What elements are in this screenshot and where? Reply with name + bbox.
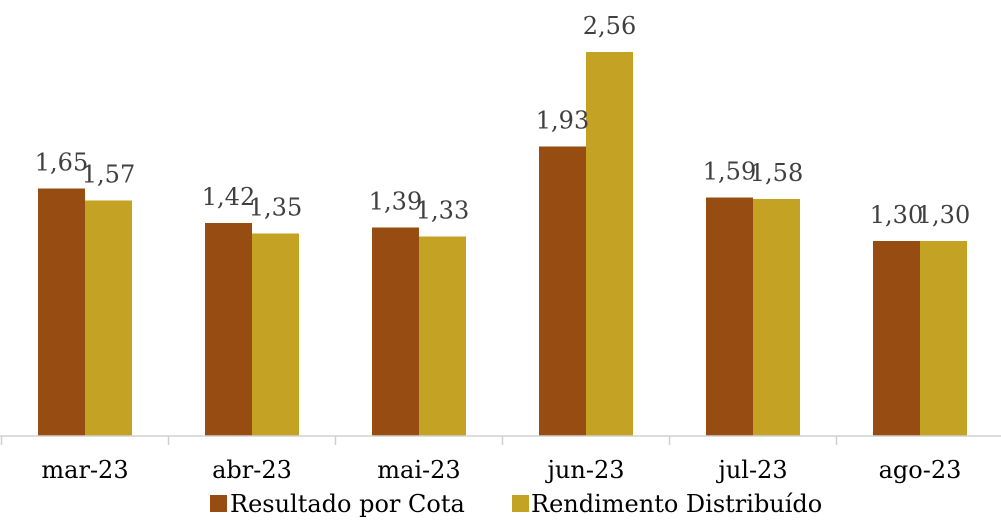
- value-label-rendimento-mai-23: 1,33: [416, 197, 469, 225]
- category-label-abr-23: abr-23: [212, 456, 292, 484]
- bar-rendimento-jul-23: [753, 199, 800, 436]
- bar-resultado-mai-23: [372, 227, 419, 436]
- value-labels-group: 1,651,57 1,421,35 1,391,33 1,93 2,56 1,591,58…: [35, 12, 970, 229]
- legend-label-resultado-por-cota: Resultado por Cota: [230, 490, 465, 518]
- value-label-resultado-ago-23: 1,30: [870, 201, 923, 229]
- value-label-rendimento-abr-23: 1,35: [249, 194, 302, 222]
- bar-rendimento-mai-23: [419, 236, 466, 436]
- legend-label-rendimento-distribuido: Rendimento Distribuído: [531, 490, 822, 518]
- value-label-resultado-mai-23: 1,39: [369, 188, 422, 216]
- bar-resultado-jun-23: [539, 146, 586, 436]
- bar-rendimento-abr-23: [252, 233, 299, 436]
- x-axis-ticks: [0, 436, 838, 445]
- value-label-resultado-mar-23: 1,65: [35, 149, 88, 177]
- value-label-resultado-jun-23: 1,93: [536, 107, 589, 135]
- bar-rendimento-ago-23: [920, 241, 967, 436]
- category-label-mai-23: mai-23: [377, 456, 460, 484]
- bar-rendimento-jun-23: [586, 52, 633, 436]
- bars-group: [38, 52, 967, 436]
- category-label-jun-23: jun-23: [544, 456, 624, 484]
- legend-item-rendimento: Rendimento Distribuído: [512, 490, 822, 518]
- value-label-resultado-abr-23: 1,42: [202, 183, 255, 211]
- legend: Resultado por Cota Rendimento Distribuíd…: [210, 490, 822, 518]
- value-label-rendimento-ago-23: 1,30: [917, 201, 970, 229]
- bar-resultado-ago-23: [873, 241, 920, 436]
- bar-resultado-abr-23: [205, 223, 252, 436]
- legend-item-resultado: Resultado por Cota: [210, 490, 465, 518]
- bar-rendimento-mar-23: [85, 200, 132, 436]
- category-label-mar-23: mar-23: [41, 456, 128, 484]
- legend-swatch-rendimento-distribuido: [512, 495, 529, 512]
- bar-resultado-mar-23: [38, 188, 85, 436]
- category-labels-group: mar-23 abr-23 mai-23 jun-23 jul-23 ago-23: [41, 456, 961, 484]
- legend-swatch-resultado-por-cota: [210, 495, 227, 512]
- bar-resultado-jul-23: [706, 197, 753, 436]
- value-label-rendimento-jun-23: 2,56: [583, 12, 636, 40]
- value-label-rendimento-mar-23: 1,57: [82, 161, 135, 189]
- category-label-ago-23: ago-23: [879, 456, 962, 484]
- category-label-jul-23: jul-23: [715, 456, 787, 484]
- value-label-resultado-jul-23: 1,59: [703, 158, 756, 186]
- value-label-rendimento-jul-23: 1,58: [750, 159, 803, 187]
